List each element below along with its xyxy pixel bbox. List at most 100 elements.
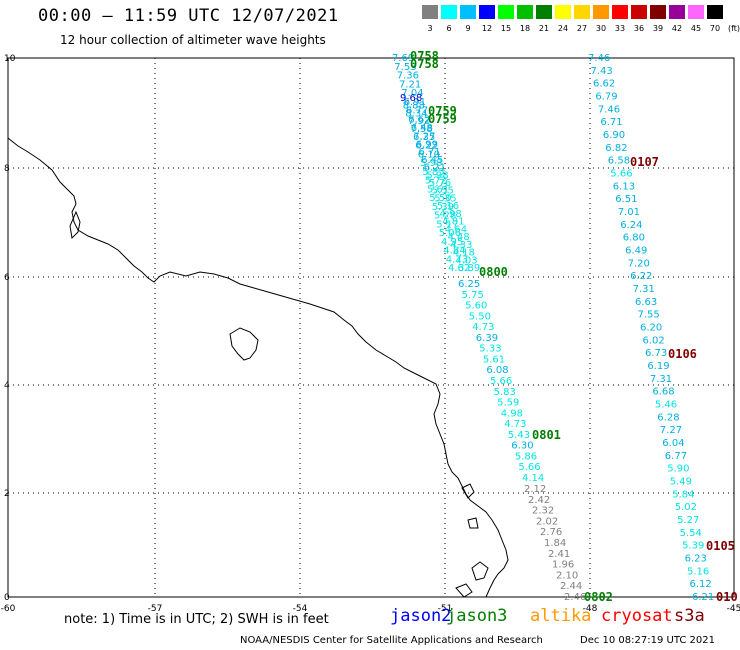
wave-height-value: 5.46 xyxy=(655,400,677,411)
island-outline xyxy=(229,327,259,361)
pass-time-label: 0758 xyxy=(410,49,439,63)
scale-label: 70 xyxy=(709,24,721,33)
legend-jason2: jason2 xyxy=(390,606,452,626)
wave-height-value: 1.84 xyxy=(544,538,566,549)
wave-height-value: 4.48 xyxy=(448,232,470,243)
pass-time-label: 0759 xyxy=(428,104,457,118)
pass-time-label: 010 xyxy=(716,590,738,604)
wave-height-value: 6.20 xyxy=(640,323,662,334)
wave-height-value: 5.75 xyxy=(462,290,484,301)
wave-height-value: 6.71 xyxy=(600,117,622,128)
wave-height-value: 6.99 xyxy=(416,139,438,150)
wave-height-value: 2.10 xyxy=(556,570,578,581)
lat-tick-label: 0 xyxy=(4,593,10,603)
wave-height-value: 6.77 xyxy=(406,106,428,117)
scale-swatch xyxy=(555,5,571,19)
wave-height-value: 6.68 xyxy=(652,387,674,398)
wave-height-value: 4.73 xyxy=(472,322,494,333)
lon-tick-label: -60 xyxy=(1,604,16,614)
wave-height-value: 4.64 xyxy=(445,224,467,235)
wave-height-value: 6.77 xyxy=(665,451,687,462)
map-frame xyxy=(7,57,735,598)
scale-swatch xyxy=(612,5,628,19)
wave-height-value: 7.27 xyxy=(413,132,435,143)
wave-height-value: 6.80 xyxy=(623,233,645,244)
scale-swatch xyxy=(479,5,495,19)
wave-height-value: 5.50 xyxy=(429,193,451,204)
wave-height-value: 6.39 xyxy=(476,333,498,344)
wave-height-value: 5.16 xyxy=(687,566,709,577)
wave-height-value: 7.43 xyxy=(591,66,613,77)
wave-height-value: 5.33 xyxy=(479,344,501,355)
scale-label: 36 xyxy=(633,24,645,33)
wave-height-value: 4.98 xyxy=(501,408,523,419)
wave-height-value: 5.39 xyxy=(682,541,704,552)
pass-time-label: 0801 xyxy=(532,428,561,442)
wave-height-value: 1.96 xyxy=(552,560,574,571)
wave-height-value: 6.79 xyxy=(595,92,617,103)
scale-label: 45 xyxy=(690,24,702,33)
wave-height-value: 6.10 xyxy=(418,149,440,160)
footer-timestamp: Dec 10 08:27:19 UTC 2021 xyxy=(580,635,715,646)
scale-label: 21 xyxy=(538,24,550,33)
scale-label: 42 xyxy=(671,24,683,33)
wave-height-value: 5.27 xyxy=(677,515,699,526)
lat-tick-label: 2 xyxy=(4,489,10,499)
scale-swatch xyxy=(422,5,438,19)
lat-tick-label: 10 xyxy=(4,54,16,64)
scale-label: 27 xyxy=(576,24,588,33)
wave-height-value: 5.43 xyxy=(508,430,530,441)
wave-height-value: 5.61 xyxy=(483,354,505,365)
wave-height-value: 4.73 xyxy=(504,419,526,430)
wave-height-value: 6.48 xyxy=(411,123,433,134)
scale-label: 15 xyxy=(500,24,512,33)
wave-height-value: 6.35 xyxy=(413,132,435,143)
pass-time-label: 0758 xyxy=(410,57,439,71)
wave-height-value: 7.58 xyxy=(411,124,433,135)
wave-height-value: 7.27 xyxy=(660,425,682,436)
lon-tick-label: -48 xyxy=(583,604,598,614)
scale-label: 39 xyxy=(652,24,664,33)
wave-height-value: 6.73 xyxy=(645,348,667,359)
wave-height-value: 8.88 xyxy=(403,101,425,112)
lon-tick-label: -57 xyxy=(148,604,163,614)
wave-height-value: 2.42 xyxy=(528,495,550,506)
scale-label: 33 xyxy=(614,24,626,33)
wave-height-value: 6.23 xyxy=(685,554,707,565)
scale-label: 3 xyxy=(427,24,433,33)
wave-height-value: 7.55 xyxy=(638,310,660,321)
wave-height-value: 6.62 xyxy=(408,114,430,125)
wave-height-value: 6.08 xyxy=(486,365,508,376)
wave-height-value: 4.81 xyxy=(442,217,464,228)
wave-height-value: 6.62 xyxy=(593,79,615,90)
wave-height-value: 6.82 xyxy=(605,143,627,154)
scale-swatch xyxy=(536,5,552,19)
wave-height-value: 8.34 xyxy=(405,109,427,120)
wave-height-value: 5.66 xyxy=(490,376,512,387)
wave-height-value: 3.89 xyxy=(458,263,480,274)
wave-height-value: 6.45 xyxy=(421,155,443,166)
wave-height-value: 6.71 xyxy=(419,147,441,158)
scale-label: 12 xyxy=(481,24,493,33)
scale-label: 30 xyxy=(595,24,607,33)
wave-height-value: 6.22 xyxy=(630,271,652,282)
wave-height-value: 6.91 xyxy=(404,97,426,108)
delta-islands xyxy=(455,483,489,598)
wave-height-value: 5.60 xyxy=(465,301,487,312)
wave-height-value: 4.73 xyxy=(446,254,468,265)
wave-height-value: 9.68 xyxy=(400,93,422,104)
wave-height-value: 4.62 xyxy=(448,263,470,274)
wave-height-value: 5.50 xyxy=(469,311,491,322)
wave-height-value: 2.41 xyxy=(548,549,570,560)
lon-tick-label: -45 xyxy=(727,604,740,614)
wave-height-value: 6.49 xyxy=(625,246,647,257)
wave-height-value: 4.98 xyxy=(440,209,462,220)
wave-height-value: 5.02 xyxy=(675,502,697,513)
river-mouth-outline xyxy=(69,210,81,240)
legend-s3a: s3a xyxy=(674,606,705,626)
wave-height-value: 5.76 xyxy=(429,178,451,189)
wave-height-value: 6.25 xyxy=(458,279,480,290)
pass-time-label: 0106 xyxy=(668,347,697,361)
scale-swatch xyxy=(593,5,609,19)
scale-swatch xyxy=(707,5,723,19)
